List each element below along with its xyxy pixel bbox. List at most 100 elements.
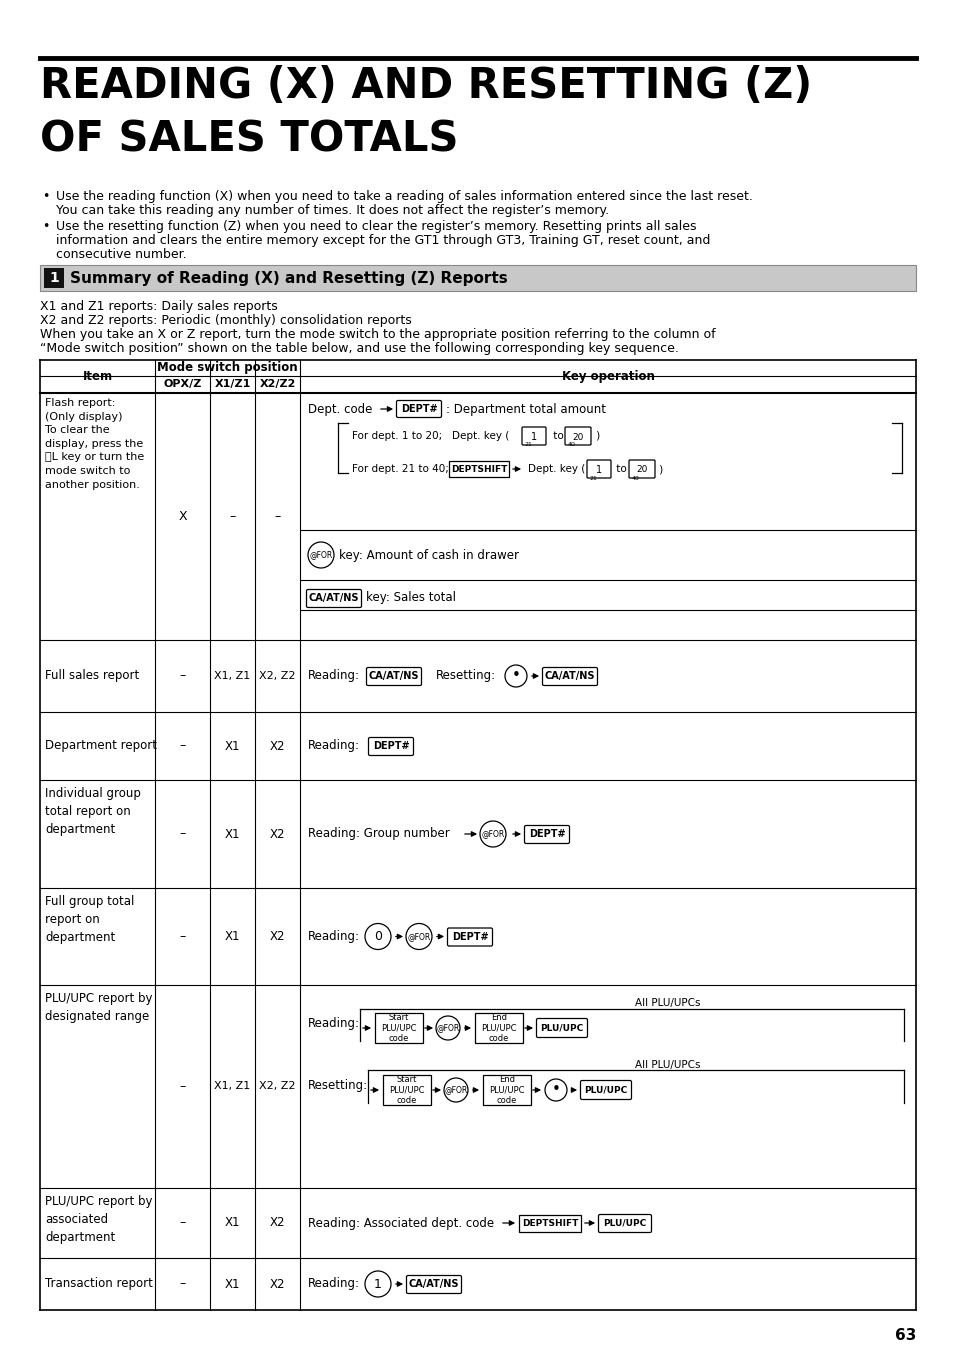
Text: key: Sales total: key: Sales total bbox=[366, 591, 456, 604]
FancyBboxPatch shape bbox=[536, 1018, 587, 1037]
Text: Reading:: Reading: bbox=[308, 929, 359, 943]
Text: @FOR: @FOR bbox=[444, 1086, 467, 1094]
Text: X2 and Z2 reports: Periodic (monthly) consolidation reports: X2 and Z2 reports: Periodic (monthly) co… bbox=[40, 314, 412, 326]
Text: End
PLU/UPC
code: End PLU/UPC code bbox=[480, 1013, 517, 1043]
Text: X2, Z2: X2, Z2 bbox=[259, 1082, 295, 1091]
Text: X1, Z1: X1, Z1 bbox=[214, 670, 251, 681]
Text: •: • bbox=[42, 220, 50, 233]
Text: @FOR: @FOR bbox=[436, 1024, 459, 1032]
Text: 40: 40 bbox=[631, 475, 639, 480]
Text: PLU/UPC: PLU/UPC bbox=[584, 1086, 627, 1094]
Text: Full group total
report on
department: Full group total report on department bbox=[45, 894, 134, 944]
FancyBboxPatch shape bbox=[368, 738, 413, 755]
Text: ): ) bbox=[593, 430, 599, 441]
Text: X2: X2 bbox=[270, 1278, 285, 1291]
FancyBboxPatch shape bbox=[482, 1075, 531, 1105]
Text: DEPT#: DEPT# bbox=[451, 932, 488, 942]
Text: Reading:: Reading: bbox=[308, 669, 359, 683]
Circle shape bbox=[308, 542, 334, 568]
Circle shape bbox=[504, 665, 526, 687]
Text: PLU/UPC: PLU/UPC bbox=[539, 1024, 583, 1032]
Text: 1: 1 bbox=[531, 432, 537, 442]
Text: –: – bbox=[179, 669, 186, 683]
Text: Item: Item bbox=[82, 370, 112, 383]
Text: 21: 21 bbox=[524, 442, 533, 448]
Text: Resetting:: Resetting: bbox=[308, 1078, 368, 1091]
Circle shape bbox=[436, 1016, 459, 1040]
Text: Individual group
total report on
department: Individual group total report on departm… bbox=[45, 786, 141, 836]
FancyBboxPatch shape bbox=[542, 668, 597, 685]
Text: key: Amount of cash in drawer: key: Amount of cash in drawer bbox=[338, 549, 518, 561]
Text: X1 and Z1 reports: Daily sales reports: X1 and Z1 reports: Daily sales reports bbox=[40, 299, 277, 313]
Text: Resetting:: Resetting: bbox=[436, 669, 496, 683]
Text: Dept. key (: Dept. key ( bbox=[527, 464, 584, 473]
Text: –: – bbox=[179, 1217, 186, 1229]
Text: Flash report:
(Only display)
To clear the
display, press the
ⓇL key or turn the
: Flash report: (Only display) To clear th… bbox=[45, 398, 144, 490]
FancyBboxPatch shape bbox=[586, 460, 610, 478]
Text: X2: X2 bbox=[270, 1217, 285, 1229]
Text: @FOR: @FOR bbox=[407, 932, 430, 942]
Text: X1/Z1: X1/Z1 bbox=[214, 379, 251, 390]
Text: READING (X) AND RESETTING (Z): READING (X) AND RESETTING (Z) bbox=[40, 65, 811, 107]
Text: CA/AT/NS: CA/AT/NS bbox=[544, 670, 595, 681]
FancyBboxPatch shape bbox=[564, 428, 590, 445]
Text: ): ) bbox=[656, 464, 662, 473]
Text: OF SALES TOTALS: OF SALES TOTALS bbox=[40, 117, 458, 161]
Text: DEPT#: DEPT# bbox=[400, 403, 436, 414]
Text: –: – bbox=[179, 827, 186, 840]
FancyBboxPatch shape bbox=[396, 401, 441, 417]
Text: Mode switch position: Mode switch position bbox=[157, 362, 297, 375]
FancyBboxPatch shape bbox=[475, 1013, 522, 1043]
FancyBboxPatch shape bbox=[44, 268, 64, 287]
Text: For dept. 21 to 40;: For dept. 21 to 40; bbox=[352, 464, 449, 473]
FancyBboxPatch shape bbox=[366, 668, 421, 685]
FancyBboxPatch shape bbox=[579, 1081, 631, 1099]
Text: For dept. 1 to 20;   Dept. key (: For dept. 1 to 20; Dept. key ( bbox=[352, 430, 509, 441]
Text: X: X bbox=[178, 510, 187, 523]
Text: Transaction report: Transaction report bbox=[45, 1278, 152, 1291]
Text: DEPTSHIFT: DEPTSHIFT bbox=[451, 464, 507, 473]
Text: Reading:: Reading: bbox=[308, 739, 359, 753]
Text: CA/AT/NS: CA/AT/NS bbox=[369, 670, 418, 681]
Text: X1: X1 bbox=[225, 929, 240, 943]
Text: 1: 1 bbox=[374, 1278, 381, 1291]
Text: 20: 20 bbox=[636, 465, 647, 475]
Text: End
PLU/UPC
code: End PLU/UPC code bbox=[489, 1075, 524, 1105]
Text: X1: X1 bbox=[225, 1217, 240, 1229]
Text: CA/AT/NS: CA/AT/NS bbox=[309, 594, 359, 603]
Circle shape bbox=[406, 924, 432, 950]
Text: Key operation: Key operation bbox=[561, 370, 654, 383]
Text: –: – bbox=[229, 510, 235, 523]
Text: •: • bbox=[42, 190, 50, 202]
Text: –: – bbox=[179, 739, 186, 753]
Circle shape bbox=[365, 1271, 391, 1296]
Text: 63: 63 bbox=[894, 1327, 915, 1342]
Text: Use the reading function (X) when you need to take a reading of sales informatio: Use the reading function (X) when you ne… bbox=[56, 190, 752, 202]
Text: 21: 21 bbox=[589, 475, 598, 480]
FancyBboxPatch shape bbox=[598, 1214, 651, 1233]
Text: –: – bbox=[179, 929, 186, 943]
FancyBboxPatch shape bbox=[521, 428, 545, 445]
Text: X2/Z2: X2/Z2 bbox=[259, 379, 295, 390]
FancyBboxPatch shape bbox=[447, 928, 492, 946]
Text: Summary of Reading (X) and Resetting (Z) Reports: Summary of Reading (X) and Resetting (Z)… bbox=[70, 271, 507, 286]
FancyBboxPatch shape bbox=[306, 590, 361, 607]
FancyBboxPatch shape bbox=[518, 1215, 580, 1232]
Text: X1: X1 bbox=[225, 1278, 240, 1291]
Text: –: – bbox=[179, 1081, 186, 1093]
Text: 0: 0 bbox=[374, 929, 381, 943]
Circle shape bbox=[443, 1078, 468, 1102]
Text: Reading:: Reading: bbox=[308, 1278, 359, 1291]
Text: •: • bbox=[511, 669, 520, 684]
Text: DEPT#: DEPT# bbox=[373, 741, 409, 751]
Text: 1: 1 bbox=[596, 465, 601, 475]
Text: : Department total amount: : Department total amount bbox=[446, 402, 605, 415]
Text: X1: X1 bbox=[225, 739, 240, 753]
Text: to: to bbox=[613, 464, 629, 473]
Text: @FOR: @FOR bbox=[309, 550, 333, 560]
Circle shape bbox=[479, 822, 505, 847]
Text: –: – bbox=[179, 1278, 186, 1291]
Text: Start
PLU/UPC
code: Start PLU/UPC code bbox=[389, 1075, 424, 1105]
Text: 20: 20 bbox=[572, 433, 583, 441]
Text: All PLU/UPCs: All PLU/UPCs bbox=[635, 998, 700, 1008]
